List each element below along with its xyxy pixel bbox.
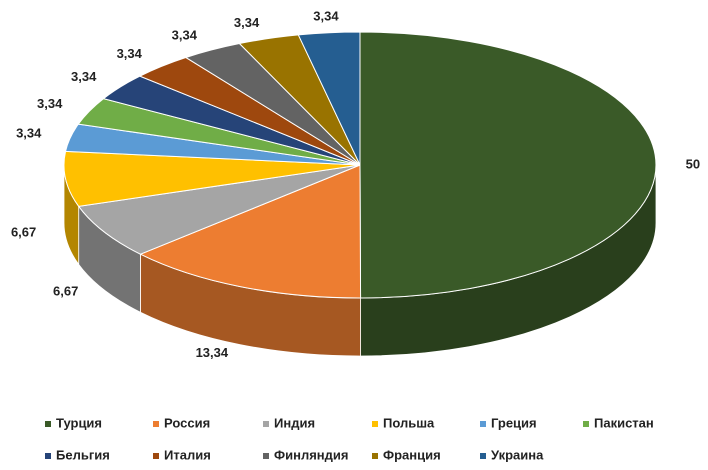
legend-marker bbox=[153, 421, 159, 427]
data-label: 3,34 bbox=[37, 96, 63, 111]
legend-marker bbox=[45, 453, 51, 459]
legend-label: Россия bbox=[164, 415, 210, 430]
data-label: 3,34 bbox=[71, 69, 97, 84]
data-label: 3,34 bbox=[172, 27, 198, 42]
legend-label: Бельгия bbox=[56, 447, 110, 462]
slice bbox=[63, 150, 361, 207]
data-label: 6,67 bbox=[11, 225, 36, 240]
legend-marker bbox=[372, 421, 378, 427]
data-label: 6,67 bbox=[53, 283, 78, 298]
legend-label: Турция bbox=[56, 415, 102, 430]
legend-label: Пакистан bbox=[594, 415, 654, 430]
data-label: 50 bbox=[686, 156, 700, 171]
legend-marker bbox=[153, 453, 159, 459]
legend-marker bbox=[480, 421, 486, 427]
legend-label: Польша bbox=[383, 415, 435, 430]
legend-marker bbox=[45, 421, 51, 427]
legend-label: Украина bbox=[491, 447, 544, 462]
slice bbox=[359, 31, 657, 299]
legend-marker bbox=[372, 453, 378, 459]
data-label: 3,34 bbox=[117, 46, 143, 61]
data-label: 13,34 bbox=[196, 345, 229, 360]
data-label: 3,34 bbox=[234, 15, 260, 30]
legend-label: Финляндия bbox=[274, 447, 348, 462]
legend-label: Италия bbox=[164, 447, 211, 462]
legend-label: Индия bbox=[274, 415, 315, 430]
legend-label: Франция bbox=[383, 447, 441, 462]
legend-marker bbox=[480, 453, 486, 459]
data-label: 3,34 bbox=[16, 126, 42, 141]
legend-marker bbox=[583, 421, 589, 427]
legend-marker bbox=[263, 453, 269, 459]
data-label: 3,34 bbox=[313, 8, 339, 23]
slice bbox=[77, 164, 361, 255]
slice bbox=[297, 31, 361, 166]
legend-marker bbox=[263, 421, 269, 427]
legend-label: Греция bbox=[491, 415, 537, 430]
slice bbox=[139, 164, 362, 299]
